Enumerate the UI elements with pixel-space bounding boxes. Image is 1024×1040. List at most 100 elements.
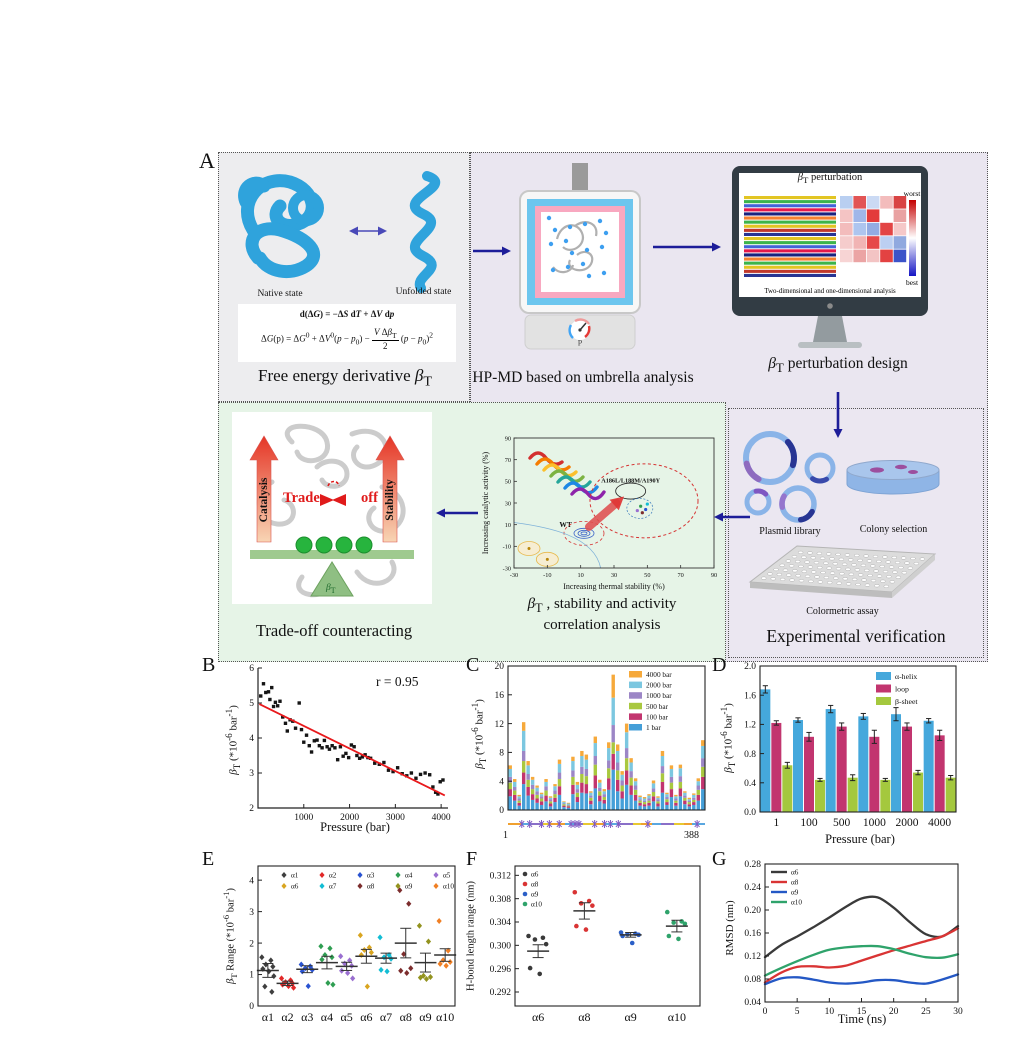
svg-text:α6: α6 bbox=[532, 1010, 544, 1024]
panel-e-ylabel: βT Range (*10-6 bar-1) bbox=[221, 887, 239, 985]
svg-text:16: 16 bbox=[495, 691, 505, 701]
panel-g-chart: 0.04 0.08 0.12 0.16 0.20 0.24 0.28 0 5 10 15 20 25 30… bbox=[744, 860, 963, 1017]
svg-text:0.08: 0.08 bbox=[744, 975, 761, 985]
svg-text:4000 bar: 4000 bar bbox=[646, 670, 672, 679]
assay-label: Colormetric assay bbox=[806, 606, 879, 617]
svg-text:α9: α9 bbox=[419, 1010, 431, 1024]
svg-text:α5: α5 bbox=[341, 1010, 353, 1024]
gauge-label: P bbox=[578, 339, 583, 348]
svg-text:2: 2 bbox=[249, 939, 254, 949]
unfolded-state-illustration bbox=[409, 171, 441, 293]
svg-text:loop: loop bbox=[895, 685, 909, 694]
monitor-title: βT perturbation bbox=[797, 172, 863, 186]
colorbar-best-label: best bbox=[906, 278, 919, 287]
svg-text:α9: α9 bbox=[791, 889, 799, 897]
ribbon-start-label: 1 bbox=[503, 830, 508, 841]
svg-text:90: 90 bbox=[505, 435, 511, 442]
svg-text:0: 0 bbox=[249, 1002, 254, 1012]
svg-text:0: 0 bbox=[763, 1007, 768, 1017]
svg-text:30: 30 bbox=[611, 572, 617, 579]
svg-text:3: 3 bbox=[249, 908, 254, 918]
ribbon-end-label: 388 bbox=[684, 830, 699, 841]
panel-f-chart: α6 α8 α9 α10 0.292 0.296 0.300 0.304 0.308 0.312 α… bbox=[490, 865, 701, 1024]
free-energy-caption: Free energy derivative βT bbox=[258, 366, 432, 390]
svg-text:1000: 1000 bbox=[863, 817, 886, 829]
stripes-plot bbox=[744, 196, 836, 277]
svg-text:4000: 4000 bbox=[928, 817, 951, 829]
formula-box: d(ΔG) = −ΔS dT + ΔV dp ΔG(p) = ΔG0 + ΔV0… bbox=[238, 304, 456, 362]
panel-b-xlabel: Pressure (bar) bbox=[320, 820, 390, 834]
broken-link-icon bbox=[320, 480, 346, 506]
panel-g-label: G bbox=[712, 848, 727, 870]
svg-text:1: 1 bbox=[773, 817, 779, 829]
svg-text:α6: α6 bbox=[531, 871, 539, 879]
svg-text:20: 20 bbox=[495, 662, 505, 672]
formula-line-1: d(ΔG) = −ΔS dT + ΔV dp bbox=[299, 309, 395, 319]
panel-e-chart: α1 α2 α3 α4 α5 α6 α7 α8 α9 α10 0 1 2 3 4 α1 α2 α3 α4 α5 α6 α7… bbox=[249, 865, 457, 1024]
svg-text:α8: α8 bbox=[400, 1010, 412, 1024]
panel-a-label: A bbox=[199, 148, 215, 173]
svg-text:70: 70 bbox=[678, 572, 684, 579]
panel-c-ylabel: βT (*10-6 bar-1) bbox=[470, 699, 488, 769]
svg-text:100 bar: 100 bar bbox=[646, 712, 669, 721]
panel-d-xlabel: Pressure (bar) bbox=[825, 832, 895, 846]
svg-text:α1: α1 bbox=[291, 872, 299, 880]
microplate-wells bbox=[761, 550, 925, 588]
svg-text:-30: -30 bbox=[510, 572, 518, 579]
svg-text:0.12: 0.12 bbox=[744, 952, 761, 962]
off-label: off bbox=[361, 490, 378, 506]
correlation-chart: A186L/L188M/A190Y WT -30-30 -10 -10 10 10 30 30 5… bbox=[481, 435, 717, 591]
svg-text:0.8: 0.8 bbox=[744, 750, 756, 760]
pressure-vessel-illustration: P bbox=[519, 163, 641, 350]
svg-text:Increasing catalytic activity: Increasing catalytic activity (%) bbox=[481, 451, 490, 554]
panel-a-experimental-region bbox=[728, 408, 984, 658]
svg-text:2000: 2000 bbox=[340, 813, 359, 823]
correlation-caption: βT , stability and activity correlation a… bbox=[527, 596, 677, 634]
svg-text:α5: α5 bbox=[443, 872, 451, 880]
monitor-camera-dot bbox=[827, 303, 833, 309]
svg-text:500 bar: 500 bar bbox=[646, 702, 669, 711]
svg-text:0.292: 0.292 bbox=[490, 988, 512, 998]
svg-text:α6: α6 bbox=[291, 883, 299, 891]
svg-text:1 bar: 1 bar bbox=[646, 723, 661, 732]
svg-text:α8: α8 bbox=[367, 883, 375, 891]
svg-text:α9: α9 bbox=[531, 891, 539, 899]
svg-text:α1: α1 bbox=[262, 1010, 274, 1024]
svg-text:0.312: 0.312 bbox=[490, 872, 512, 882]
svg-text:10: 10 bbox=[825, 1007, 835, 1017]
panel-g-xlabel: Time (ns) bbox=[837, 1012, 887, 1026]
plasmid-label: Plasmid library bbox=[759, 526, 821, 537]
svg-text:α6: α6 bbox=[791, 869, 799, 877]
svg-text:α3: α3 bbox=[301, 1010, 313, 1024]
svg-text:50: 50 bbox=[644, 572, 650, 579]
tradeoff-illustration bbox=[232, 412, 432, 604]
panel-d-chart: 1 100 500 1000 2000 4000 0.0 0.4 0.8 1.2 1.6 2.0 α-h… bbox=[744, 662, 957, 829]
svg-text:5: 5 bbox=[795, 1007, 800, 1017]
unfolded-state-label: Unfolded state bbox=[395, 287, 452, 297]
svg-text:0: 0 bbox=[499, 806, 504, 816]
svg-text:70: 70 bbox=[505, 457, 511, 464]
panel-d-label: D bbox=[712, 654, 727, 676]
formula-line-2: ΔG(p) = ΔG0 + ΔV0(p − p0) − V ΔβT 2 (p − … bbox=[261, 327, 433, 352]
svg-text:α7: α7 bbox=[380, 1010, 392, 1024]
svg-text:30: 30 bbox=[505, 500, 511, 507]
svg-text:50: 50 bbox=[505, 479, 511, 486]
svg-text:2: 2 bbox=[249, 804, 254, 814]
svg-text:α4: α4 bbox=[405, 872, 413, 880]
svg-text:1000 bar: 1000 bar bbox=[646, 691, 672, 700]
plasmid-illustration bbox=[743, 431, 836, 523]
svg-text:15: 15 bbox=[857, 1007, 867, 1017]
svg-text:2000: 2000 bbox=[896, 817, 919, 829]
svg-text:90: 90 bbox=[711, 572, 717, 579]
heatmap-plot bbox=[840, 196, 907, 263]
svg-text:α8: α8 bbox=[531, 881, 539, 889]
colony-label: Colony selection bbox=[859, 524, 928, 535]
svg-text:α6: α6 bbox=[360, 1010, 372, 1024]
svg-text:5: 5 bbox=[249, 699, 254, 709]
svg-text:4: 4 bbox=[249, 734, 254, 744]
svg-text:α9: α9 bbox=[405, 883, 413, 891]
native-state-label: Native state bbox=[257, 289, 303, 299]
svg-text:α10: α10 bbox=[668, 1010, 686, 1024]
